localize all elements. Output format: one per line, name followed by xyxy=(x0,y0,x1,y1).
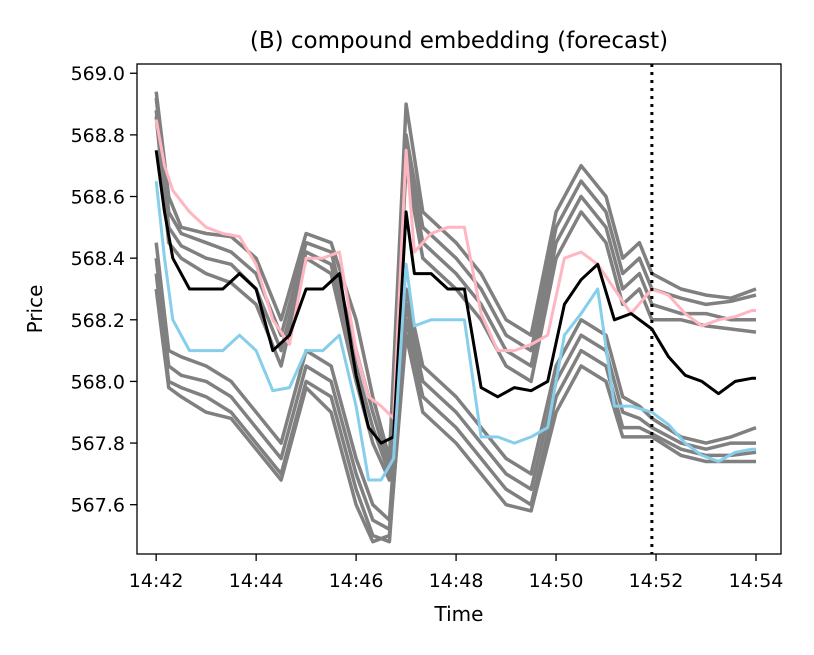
lower-quantile-series-line xyxy=(154,180,756,482)
y-tick-label: 568.6 xyxy=(71,187,125,209)
series-layer xyxy=(154,91,757,544)
sample-series-line-7 xyxy=(154,273,757,544)
x-axis-label: Time xyxy=(434,602,484,626)
y-tick-label: 569.0 xyxy=(71,63,125,85)
y-tick-label: 568.2 xyxy=(71,310,125,332)
x-axis: 14:42 14:44 14:46 14:48 14:50 14:52 14:54 xyxy=(129,554,784,592)
sample-series-line-5 xyxy=(154,242,757,522)
sample-series-line-2 xyxy=(154,97,757,470)
y-axis-label: Price xyxy=(23,285,47,334)
y-tick-label: 567.8 xyxy=(71,433,125,455)
x-tick-label: 14:50 xyxy=(529,570,584,592)
x-tick-label: 14:46 xyxy=(329,570,384,592)
x-tick-label: 14:42 xyxy=(129,570,184,592)
y-tick-label: 568.4 xyxy=(71,248,125,270)
y-tick-label: 568.0 xyxy=(71,371,125,393)
x-tick-label: 14:44 xyxy=(229,570,284,592)
x-tick-label: 14:52 xyxy=(629,570,684,592)
y-tick-label: 568.8 xyxy=(71,125,125,147)
y-tick-label: 567.6 xyxy=(71,495,125,517)
median-series-line xyxy=(154,150,756,445)
y-axis: 567.6 567.8 568.0 568.2 568.4 568.6 568.8 569.0 xyxy=(71,63,137,517)
upper-quantile-series-line xyxy=(154,119,756,420)
sample-series-line-8 xyxy=(154,288,756,544)
plot-area-frame xyxy=(136,63,782,555)
x-tick-label: 14:48 xyxy=(429,570,484,592)
sample-series-line-6 xyxy=(154,257,756,532)
x-tick-label: 14:54 xyxy=(729,570,784,592)
chart-title: (B) compound embedding (forecast) xyxy=(250,28,668,54)
